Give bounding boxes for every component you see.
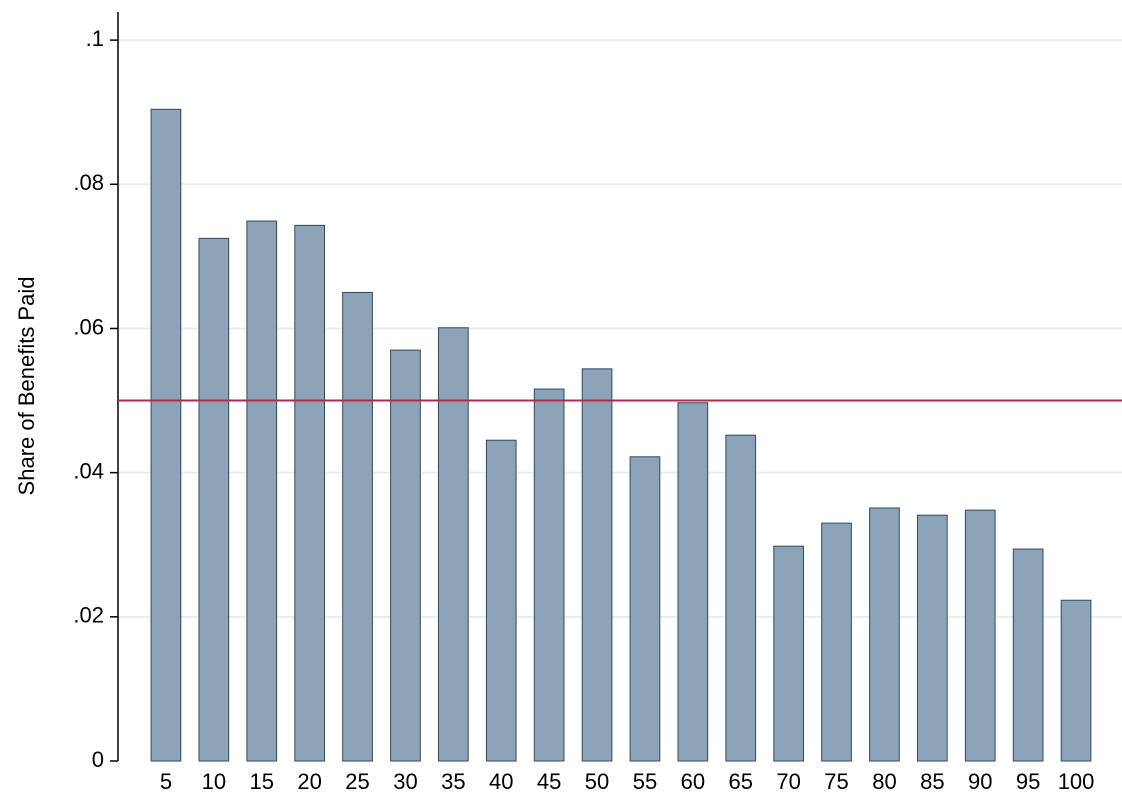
y-axis-title: Share of Benefits Paid [14,277,39,496]
bar [198,237,230,762]
x-tick-label: 10 [202,769,226,794]
x-tick-label: 40 [489,769,513,794]
bar [246,220,278,762]
y-tick-label: .02 [73,603,104,628]
x-tick-label: 75 [824,769,848,794]
x-tick-label: 100 [1058,769,1095,794]
x-tick-label: 35 [441,769,465,794]
x-tick-label: 15 [250,769,274,794]
bar [294,224,325,762]
y-tick-label: 0 [92,747,104,772]
bar [150,108,182,762]
x-tick-label: 65 [729,769,753,794]
x-tick-label: 90 [968,769,992,794]
bar [869,507,900,762]
y-tick-label: .04 [73,458,104,483]
bar [629,456,661,762]
bar [964,509,996,762]
x-tick-label: 50 [585,769,609,794]
bar [773,545,804,762]
bar [725,434,757,762]
x-tick-label: 20 [297,769,321,794]
x-tick-label: 45 [537,769,561,794]
y-tick-label: .1 [86,26,104,51]
bar [1060,599,1092,762]
bar [1012,548,1044,762]
bar [533,388,565,762]
x-tick-label: 30 [393,769,417,794]
bar [677,402,709,762]
y-tick-label: .08 [73,170,104,195]
x-tick-label: 25 [345,769,369,794]
x-tick-label: 85 [920,769,944,794]
x-tick-label: 95 [1016,769,1040,794]
bar [917,514,948,762]
x-tick-label: 60 [681,769,705,794]
y-tick-label: .06 [73,314,104,339]
x-tick-label: 5 [160,769,172,794]
bar [342,291,373,762]
bar [581,368,613,762]
bar [390,349,421,762]
bar [821,522,852,762]
bar [438,327,469,762]
bar [485,439,517,762]
x-tick-label: 70 [776,769,800,794]
x-tick-label: 80 [872,769,896,794]
x-tick-label: 55 [633,769,657,794]
